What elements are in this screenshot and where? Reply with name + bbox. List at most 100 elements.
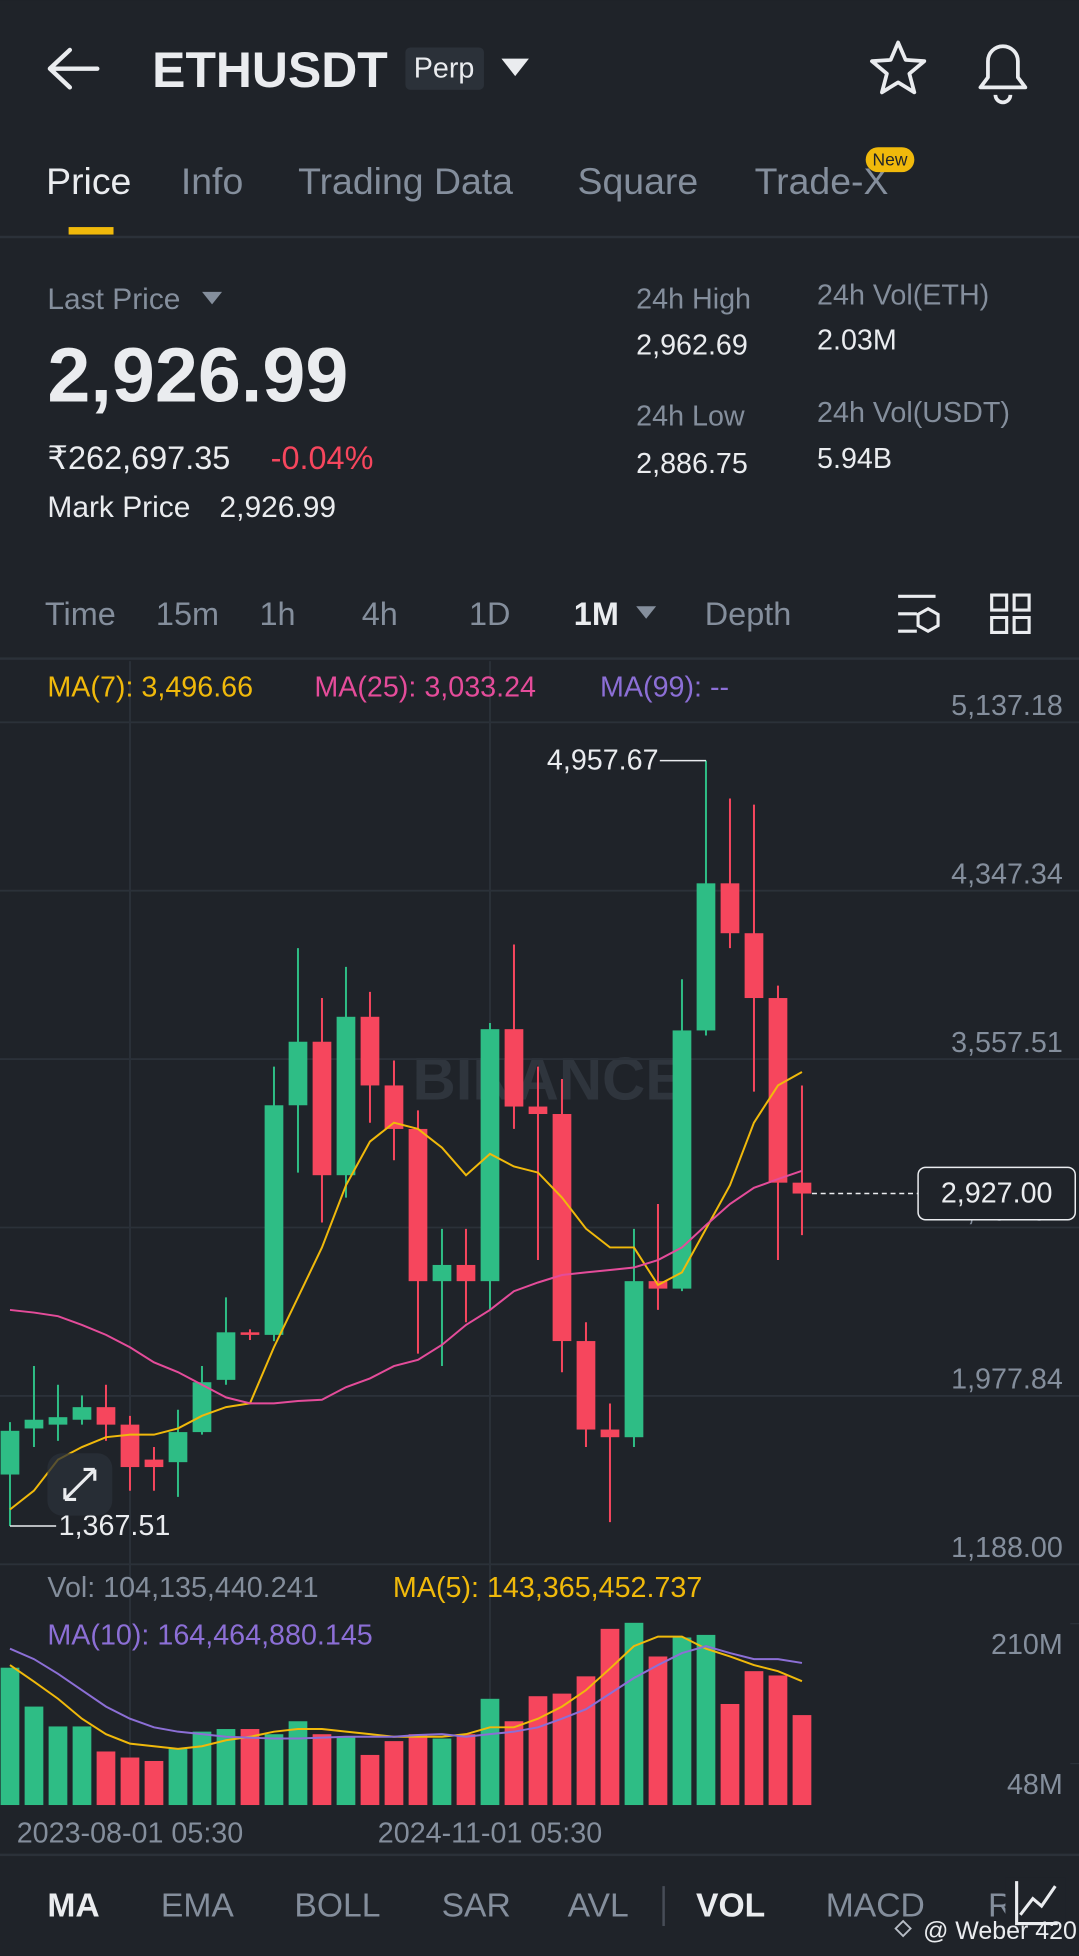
candle-body — [504, 1029, 524, 1107]
volume-bar — [360, 1754, 380, 1806]
candle-body — [528, 1106, 548, 1115]
price-type-dropdown[interactable] — [202, 291, 223, 305]
volume-bar — [720, 1703, 740, 1806]
volume-tick-label: 48M — [1007, 1769, 1063, 1801]
volume-bar — [552, 1693, 572, 1806]
interval-bar: Time 15m 1h 4h 1D 1M Depth — [45, 596, 791, 632]
volume-bar — [384, 1741, 404, 1806]
high-annotation: 4,957.67 — [547, 745, 659, 777]
volume-tick-label: 210M — [991, 1629, 1063, 1661]
expand-icon[interactable] — [63, 1467, 97, 1501]
candle-body — [576, 1341, 596, 1430]
tab[interactable]: Price — [46, 160, 131, 202]
volume-bar — [528, 1696, 548, 1806]
candle-body — [696, 883, 716, 1031]
volume-bar — [144, 1760, 164, 1806]
volume-legend: MA(5): 143,365,452.737 — [393, 1572, 702, 1604]
x-tick-label: 2024-11-01 05:30 — [378, 1818, 602, 1850]
y-tick-label: 5,137.18 — [951, 690, 1063, 722]
watermark: @ Weber 420 — [923, 1917, 1077, 1945]
low-value: 2,886.75 — [636, 448, 748, 480]
indicator[interactable]: SAR — [442, 1888, 511, 1925]
back-button[interactable] — [47, 47, 100, 90]
high-value: 2,962.69 — [636, 330, 748, 362]
volume-bar — [288, 1721, 308, 1806]
ma-legend: MA(7): 3,496.66 — [47, 671, 253, 703]
candle-body — [744, 933, 764, 999]
volume-bar — [600, 1628, 620, 1806]
last-price-label: Last Price — [47, 283, 180, 316]
indicator[interactable]: BOLL — [294, 1888, 380, 1925]
candle-body — [168, 1432, 188, 1463]
last-price: 2,926.99 — [47, 333, 348, 419]
candle-body — [192, 1382, 212, 1433]
candle-body — [312, 1041, 332, 1176]
interval-dropdown[interactable] — [636, 606, 657, 619]
candle-body — [672, 1030, 692, 1289]
candle-body — [240, 1332, 260, 1335]
volume-bar — [192, 1731, 212, 1806]
interval[interactable]: 4h — [362, 596, 398, 632]
interval[interactable]: Depth — [705, 596, 792, 632]
volume-bar — [48, 1726, 68, 1806]
volume-bar — [480, 1698, 500, 1806]
new-badge-bg — [865, 147, 915, 173]
favorite-button[interactable] — [870, 40, 927, 95]
indicator[interactable]: AVL — [568, 1888, 629, 1925]
symbol-dropdown[interactable] — [501, 58, 529, 77]
tab[interactable]: Info — [181, 160, 243, 202]
layout-button[interactable] — [990, 593, 1031, 635]
volume-bar — [744, 1671, 764, 1806]
chart-settings-button[interactable] — [898, 594, 940, 634]
volume-bar — [0, 1667, 20, 1806]
volume-bar — [768, 1675, 788, 1806]
candle-body — [432, 1264, 452, 1282]
volume-bar — [72, 1726, 92, 1806]
tab[interactable]: Trading Data — [298, 160, 513, 202]
candle-body — [408, 1128, 428, 1282]
interval[interactable]: 1h — [259, 596, 295, 632]
candle-body — [552, 1114, 572, 1342]
volume-bar — [624, 1622, 644, 1806]
high-label: 24h High — [636, 283, 751, 315]
volume-bar — [96, 1751, 116, 1806]
volume-bar — [792, 1715, 812, 1806]
tab[interactable]: Trade-X — [755, 160, 889, 202]
candle-body — [288, 1041, 308, 1106]
candle-body — [48, 1417, 68, 1425]
indicator[interactable]: MA — [47, 1888, 99, 1925]
candle-body — [624, 1281, 644, 1438]
volume-bar — [576, 1676, 596, 1806]
y-tick-label: 3,557.51 — [951, 1027, 1063, 1059]
candle-body — [456, 1264, 476, 1282]
alert-button[interactable] — [978, 44, 1028, 105]
volume-bar — [432, 1738, 452, 1806]
interval[interactable]: 15m — [156, 596, 219, 632]
volume-bar — [264, 1734, 284, 1806]
watermark-logo — [894, 1919, 912, 1938]
indicator[interactable]: EMA — [161, 1888, 234, 1925]
vol-usdt-label: 24h Vol(USDT) — [817, 397, 1010, 429]
vol-eth-value: 2.03M — [817, 325, 897, 357]
volume-bar — [696, 1634, 716, 1806]
tab-bar: Price Info Trading Data Square Trade-X — [46, 160, 888, 202]
volume-bar — [456, 1734, 476, 1806]
fiat-price: ₹262,697.35 — [47, 440, 230, 476]
interval[interactable]: 1D — [469, 596, 510, 632]
interval[interactable]: 1M — [574, 596, 619, 632]
tab[interactable]: Square — [578, 160, 699, 202]
candle-body — [360, 1016, 380, 1086]
volume-legend: Vol: 104,135,440.241 — [47, 1572, 318, 1604]
candle-body — [144, 1459, 164, 1468]
volume-bar — [168, 1748, 188, 1806]
mark-price: 2,926.99 — [220, 491, 336, 524]
interval[interactable]: Time — [45, 596, 116, 632]
chart-tools-button[interactable] — [1015, 1881, 1058, 1926]
candle-body — [24, 1419, 44, 1429]
ma-legend: MA(25): 3,033.24 — [314, 671, 536, 703]
indicator[interactable]: VOL — [696, 1888, 765, 1925]
indicator[interactable]: MACD — [826, 1888, 925, 1925]
candle-body — [600, 1429, 620, 1438]
